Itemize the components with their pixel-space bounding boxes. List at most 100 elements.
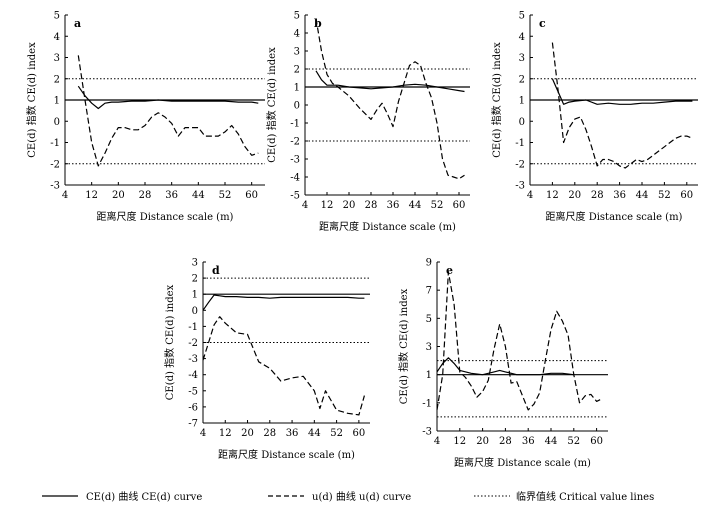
x-tick-label: 12 <box>219 428 232 439</box>
y-tick-label: 0 <box>54 117 60 128</box>
y-tick-label: 2 <box>54 74 60 85</box>
ce-curve <box>315 70 465 93</box>
y-tick-label: 3 <box>54 53 60 64</box>
panel-label: d <box>212 264 220 277</box>
x-tick-label: 12 <box>321 200 334 211</box>
y-tick-label: -3 <box>290 155 300 166</box>
x-tick-label: 44 <box>636 190 649 201</box>
y-tick-label: -4 <box>188 370 198 381</box>
x-axis-label: 距离尺度 Distance scale (m) <box>546 210 683 223</box>
y-tick-label: 7 <box>426 286 432 297</box>
x-tick-label: 60 <box>680 190 693 201</box>
y-tick-label: -2 <box>515 159 525 170</box>
x-tick-label: 20 <box>241 428 254 439</box>
y-tick-label: 2 <box>294 65 300 76</box>
x-tick-label: 44 <box>308 428 321 439</box>
y-tick-label: 1 <box>519 96 525 107</box>
x-tick-label: 20 <box>112 190 125 201</box>
y-tick-label: 1 <box>426 370 432 381</box>
y-tick-label: 4 <box>519 32 525 43</box>
y-tick-label: 2 <box>192 274 198 285</box>
y-tick-label: -6 <box>188 402 198 413</box>
x-tick-label: 28 <box>591 190 604 201</box>
x-tick-label: 60 <box>245 190 258 201</box>
chart-panel-e: -3 -1 1 3 5 7 9 4 12 20 28 36 44 52 60 e CE(d) 指数 CE(d) … <box>397 258 608 469</box>
y-tick-label: -1 <box>290 119 300 130</box>
panel-label: e <box>446 264 453 277</box>
x-tick-label: 36 <box>387 200 400 211</box>
y-tick-label: 5 <box>54 11 60 22</box>
u-curve <box>315 18 465 180</box>
panel-label: c <box>539 17 546 30</box>
y-tick-label: -3 <box>50 181 60 192</box>
x-tick-label: 44 <box>409 200 422 211</box>
x-tick-label: 36 <box>165 190 178 201</box>
x-tick-label: 20 <box>343 200 356 211</box>
x-tick-label: 12 <box>85 190 98 201</box>
y-tick-label: 9 <box>426 258 432 269</box>
y-tick-label: -4 <box>290 173 300 184</box>
x-tick-label: 36 <box>522 436 535 447</box>
y-tick-label: -1 <box>422 398 432 409</box>
y-tick-label: -5 <box>188 386 198 397</box>
x-tick-label: 44 <box>192 190 205 201</box>
y-tick-label: -2 <box>50 159 60 170</box>
legend: CE(d) 曲线 CE(d) curve u(d) 曲线 u(d) curve … <box>42 490 654 503</box>
y-tick-label: 0 <box>294 101 300 112</box>
y-tick-label: -3 <box>515 181 525 192</box>
x-tick-label: 52 <box>658 190 671 201</box>
x-tick-label: 28 <box>499 436 512 447</box>
y-tick-label: 1 <box>294 83 300 94</box>
y-tick-label: 5 <box>519 11 525 22</box>
u-curve <box>202 316 365 416</box>
y-tick-label: -5 <box>290 191 300 202</box>
x-tick-label: 4 <box>62 190 68 201</box>
y-tick-label: 3 <box>426 342 432 353</box>
x-tick-label: 20 <box>476 436 489 447</box>
y-tick-label: -7 <box>188 419 198 430</box>
x-tick-label: 60 <box>352 428 365 439</box>
u-curve <box>551 42 693 169</box>
x-tick-label: 4 <box>302 200 308 211</box>
x-tick-label: 60 <box>453 200 466 211</box>
u-curve <box>436 271 603 411</box>
y-tick-label: -3 <box>188 354 198 365</box>
x-tick-label: 12 <box>453 436 466 447</box>
legend-ce-label: CE(d) 曲线 CE(d) curve <box>86 490 202 503</box>
x-tick-label: 12 <box>546 190 559 201</box>
y-tick-label: 5 <box>294 11 300 22</box>
y-tick-label: -3 <box>422 427 432 438</box>
x-tick-label: 28 <box>263 428 276 439</box>
x-tick-label: 52 <box>330 428 343 439</box>
y-tick-label: 3 <box>294 47 300 58</box>
y-axis-label: CE(d) 指数 CE(d) index <box>163 284 176 400</box>
x-tick-label: 4 <box>527 190 533 201</box>
x-tick-label: 44 <box>545 436 558 447</box>
x-tick-label: 60 <box>590 436 603 447</box>
panel-label: b <box>314 17 322 30</box>
y-tick-label: 0 <box>192 306 198 317</box>
legend-crit-label: 临界值线 Critical value lines <box>516 490 654 503</box>
y-tick-label: 0 <box>519 117 525 128</box>
x-axis-label: 距离尺度 Distance scale (m) <box>319 220 456 233</box>
y-tick-label: 3 <box>192 258 198 269</box>
y-tick-label: 1 <box>54 96 60 107</box>
x-tick-label: 20 <box>568 190 581 201</box>
legend-u-label: u(d) 曲线 u(d) curve <box>312 490 411 503</box>
ce-curve <box>77 85 259 110</box>
x-tick-label: 4 <box>200 428 206 439</box>
x-tick-label: 36 <box>286 428 299 439</box>
ce-curve <box>202 294 365 311</box>
x-tick-label: 36 <box>613 190 626 201</box>
ce-curve <box>436 357 574 376</box>
ce-curve <box>551 78 693 105</box>
x-tick-label: 28 <box>365 200 378 211</box>
y-tick-label: 4 <box>54 32 60 43</box>
y-tick-label: -1 <box>515 138 525 149</box>
